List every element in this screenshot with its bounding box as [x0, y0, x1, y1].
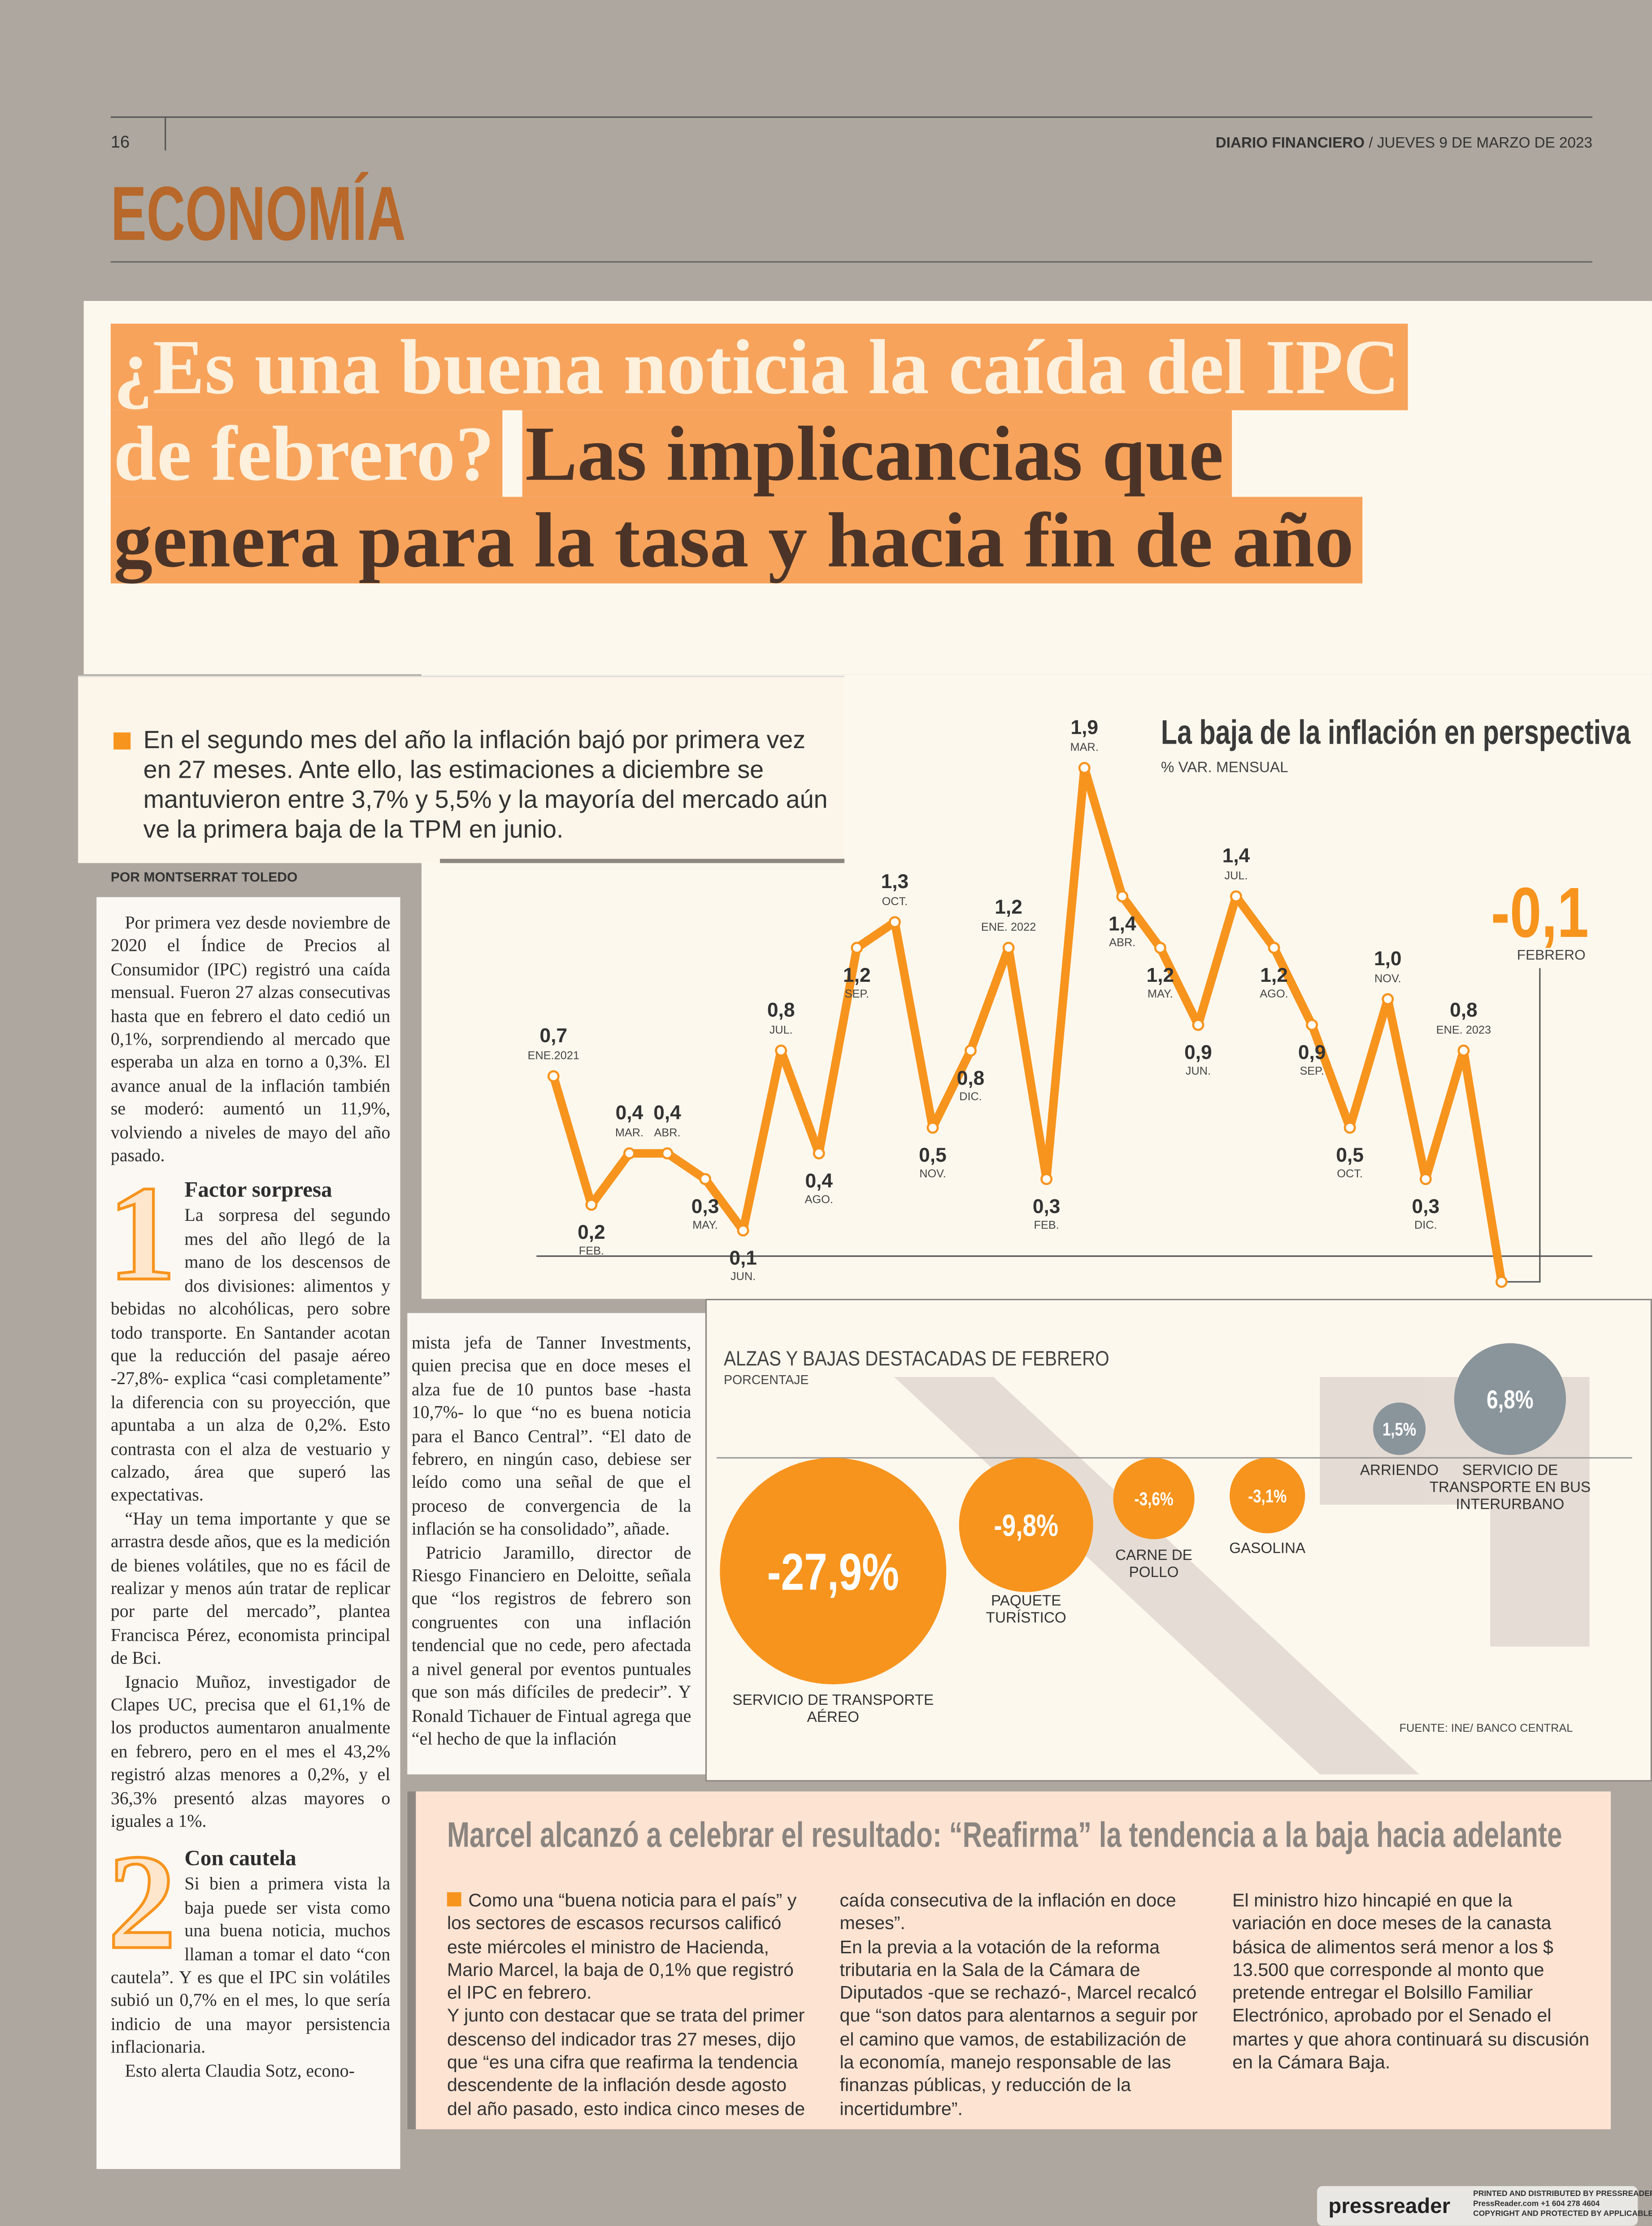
sidebar-panel [407, 1791, 1611, 2130]
paragraph: En la previa a la votación de la reforma… [839, 1935, 1198, 2119]
masthead: DIARIO FINANCIERO / JUEVES 9 DE MARZO DE… [1216, 135, 1592, 152]
section-block: 1 Factor sorpresa La sorpresa del segund… [106, 1157, 391, 1833]
paragraph: Como una “buena noticia para el país” y … [447, 1889, 806, 2005]
brand: pressreader [1328, 2194, 1451, 2219]
category-label: SERVICIO DE TRANSPORTE EN BUS INTERURBAN… [1429, 1462, 1591, 1513]
brand-notice: PRINTED AND DISTRIBUTED BY PRESSREADER P… [1473, 2190, 1652, 2220]
paragraph: Esto alerta Claudia Sotz, econo- [125, 2060, 355, 2081]
chart-source: FUENTE: INE/ BANCO CENTRAL [1399, 1722, 1573, 1735]
section-title: Con cautela [184, 1847, 296, 1872]
section-title: Factor sorpresa [184, 1179, 332, 1203]
sidebar-text: Como una “buena noticia para el país” y … [447, 1889, 1591, 2121]
category-label: GASOLINA [1229, 1540, 1306, 1557]
category-label: CARNE DE POLLO [1115, 1547, 1192, 1581]
chart-subtitle: PORCENTAJE [724, 1372, 809, 1387]
pressreader-badge: pressreader PRINTED AND DISTRIBUTED BY P… [1317, 2186, 1652, 2226]
lead: En el segundo mes del año la inflación b… [143, 725, 828, 843]
headline: ¿Es una buena noticia la caída del IPC d… [110, 323, 1430, 584]
paragraph: Por primera vez desde noviembre de 2020 … [110, 913, 391, 1166]
date: / JUEVES 9 DE MARZO DE 2023 [1369, 135, 1593, 152]
column-panel [407, 1313, 705, 1775]
paragraph: El ministro hizo hincapié en que la vari… [1232, 1889, 1590, 2073]
notice-line: COPYRIGHT AND PROTECTED BY APPLICABLE LA… [1473, 2210, 1652, 2219]
category-label: SERVICIO DE TRANSPORTE AÉREO [732, 1692, 934, 1726]
column-panel [96, 897, 400, 2169]
section-number: 1 [106, 1157, 177, 1310]
notice-line: PRINTED AND DISTRIBUTED BY PRESSREADER [1473, 2190, 1652, 2199]
header-divider [165, 116, 166, 151]
publication: DIARIO FINANCIERO [1215, 135, 1365, 152]
page-number: 16 [110, 132, 130, 152]
bullet [447, 1892, 461, 1907]
paragraph: Y junto con destacar que se trata del pr… [447, 1889, 1176, 2119]
lead-rule [440, 858, 845, 863]
paragraph: Ignacio Muñoz, investigador de Clapes UC… [110, 1671, 391, 1831]
chart-title: ALZAS Y BAJAS DESTACADAS DE FEBRERO [724, 1348, 1109, 1372]
section-title: ECONOMÍA [110, 171, 406, 257]
section-number: 2 [106, 1826, 177, 1978]
column-1: Por primera vez desde noviembre de 2020 … [106, 911, 391, 2082]
top-rule [110, 116, 1593, 118]
notice-line: PressReader.com +1 604 278 4604 [1473, 2200, 1600, 2209]
section-rule [110, 261, 1593, 263]
paragraph: “Hay un tema importante y que se arrastr… [110, 1508, 391, 1668]
paragraph-text: Como una “buena noticia para el país” y … [447, 1889, 797, 2004]
column-2: mista jefa de Tanner Investments, quien … [412, 1332, 691, 1751]
paragraph: Patricio Jaramillo, director de Riesgo F… [411, 1542, 691, 1749]
bullet [113, 732, 131, 750]
chart-title: La baja de la inflación en perspectiva [1161, 714, 1630, 753]
category-label: PAQUETE TURÍSTICO [986, 1593, 1066, 1627]
byline: POR MONTSERRAT TOLEDO [110, 870, 298, 886]
paragraph: mista jefa de Tanner Investments, quien … [411, 1333, 691, 1539]
chart-subtitle: % VAR. MENSUAL [1161, 759, 1288, 777]
paragraph: Si bien a primera vista la baja puede se… [110, 1874, 391, 2057]
sidebar-title: Marcel alcanzó a celebrar el resultado: … [447, 1815, 1562, 1856]
paragraph: La sorpresa del segundo mes del año lleg… [110, 1206, 391, 1505]
section-block: 2 Con cautela Si bien a primera vista la… [106, 1826, 391, 2082]
category-label: ARRIENDO [1360, 1462, 1439, 1479]
